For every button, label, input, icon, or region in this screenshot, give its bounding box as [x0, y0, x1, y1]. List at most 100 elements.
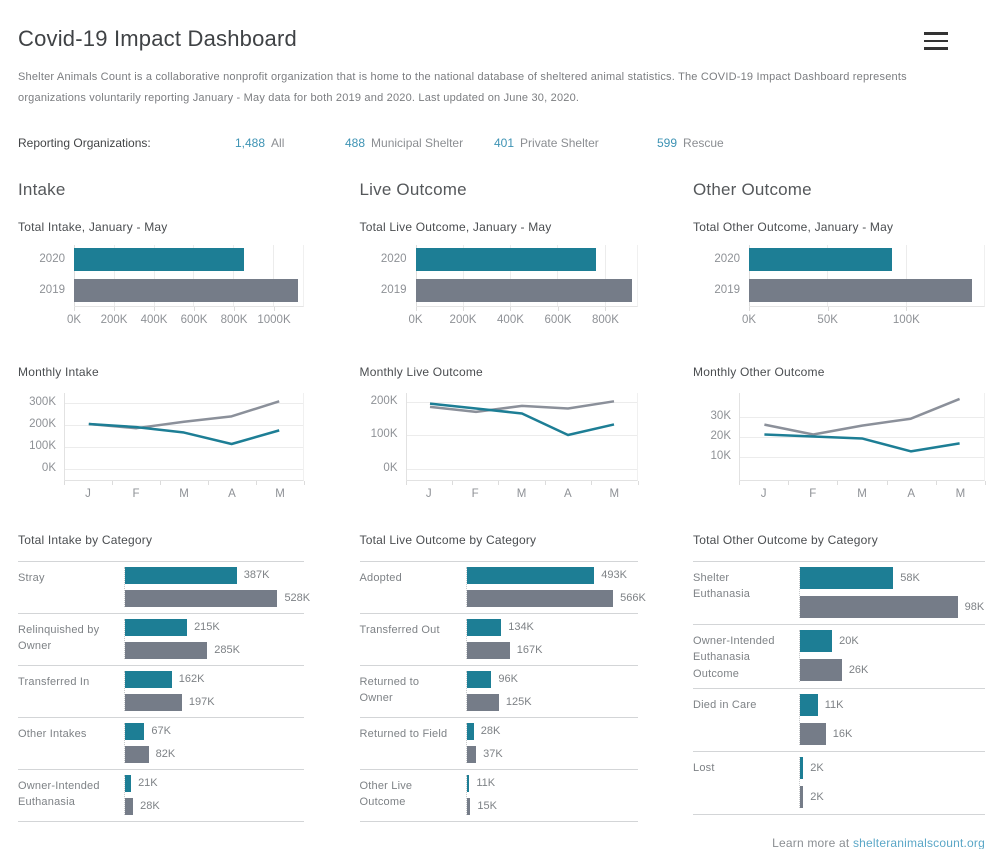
section-title: Intake — [18, 179, 66, 199]
bar-2020[interactable] — [415, 247, 597, 271]
reporting-stat-all[interactable]: 1,488 All — [235, 136, 345, 150]
line-2019[interactable] — [430, 401, 614, 412]
bar-2019[interactable] — [415, 278, 632, 302]
bar-value-label: 67K — [151, 725, 171, 738]
axis-tick — [194, 306, 195, 311]
axis-tick — [234, 306, 235, 311]
bar-2020[interactable] — [800, 629, 833, 652]
bar-2020[interactable] — [800, 757, 804, 780]
line-2020[interactable] — [430, 403, 614, 434]
axis-tick — [498, 480, 500, 485]
bar-line-2019: 98K — [800, 595, 985, 618]
bar-line-2019: 16K — [800, 723, 985, 746]
bar-2019[interactable] — [800, 595, 958, 618]
x-axis-label: 0K — [741, 313, 757, 326]
gridline — [65, 447, 303, 449]
bar-line-2019: 197K — [125, 693, 304, 711]
bar-2019[interactable] — [466, 745, 477, 763]
chart-title: Monthly Other Outcome — [693, 364, 825, 379]
line-2020[interactable] — [764, 434, 959, 451]
bar-line-2019: 2K — [800, 786, 985, 809]
bar-line-2019: 82K — [125, 745, 304, 763]
bar-2020[interactable] — [749, 247, 893, 271]
y-axis-label: 100K — [370, 428, 398, 441]
axis-tick — [160, 480, 161, 485]
bar-2020[interactable] — [125, 774, 132, 792]
bar-2019[interactable] — [125, 641, 208, 659]
chart-live-total: 2020 2019 0K 200K 400K 600K 800K — [360, 244, 638, 329]
bar-2020[interactable] — [125, 722, 145, 740]
y-axis-label: 2020 — [714, 253, 740, 266]
bar-2020[interactable] — [466, 670, 492, 688]
y-axis-label: 2019 — [380, 284, 407, 297]
category-label: Shelter Euthanasia — [693, 571, 751, 601]
x-axis-label: 400K — [140, 313, 168, 326]
reporting-stat-rescue[interactable]: 599 Rescue — [657, 136, 724, 150]
line-2020[interactable] — [89, 424, 279, 444]
line-plot-area: 0K 100K 200K 300K — [18, 392, 304, 481]
reporting-stat-private-shelter[interactable]: 401 Private Shelter — [494, 136, 657, 150]
bar-2019[interactable] — [466, 693, 499, 711]
gridline — [510, 244, 512, 306]
bar-2019[interactable] — [125, 797, 134, 815]
bar-2019[interactable] — [466, 641, 510, 659]
bar-2020[interactable] — [466, 618, 502, 636]
bar-2020[interactable] — [466, 722, 474, 740]
x-axis: 0K 200K 400K 600K 800K — [408, 306, 638, 329]
category-bars: 28K 37K — [465, 722, 638, 763]
bar-2019[interactable] — [800, 658, 842, 681]
category-row: Owner-Intended Euthanasia 21K 28K — [18, 768, 304, 821]
category-row: Other Intakes 67K 82K — [18, 716, 304, 769]
gridline — [406, 468, 637, 470]
bar-line-2020: 28K — [466, 722, 638, 740]
axis-tick — [112, 480, 113, 485]
category-row: Transferred In 162K 197K — [18, 664, 304, 717]
bar-2019[interactable] — [749, 278, 973, 302]
bar-2020[interactable] — [800, 566, 894, 589]
bar-line-2019: 26K — [800, 658, 985, 681]
footer: Learn more at shelteranimalscount.org — [18, 836, 985, 849]
y-axis: 10K 20K 30K — [693, 393, 739, 481]
stat-label: Private Shelter — [520, 135, 599, 150]
bar-2019[interactable] — [466, 589, 614, 607]
y-axis: 0K 100K 200K — [360, 393, 406, 481]
bar-plot: 2020 2019 — [18, 244, 304, 307]
bar-2020[interactable] — [125, 618, 188, 636]
footer-link[interactable]: shelteranimalscount.org — [852, 835, 985, 849]
category-row: Stray 387K 528K — [18, 560, 310, 613]
reporting-stat-municipal-shelter[interactable]: 488 Municipal Shelter — [345, 136, 494, 150]
bar-2020[interactable] — [466, 566, 595, 584]
bar-2019[interactable] — [125, 589, 278, 607]
bar-value-label: 11K — [824, 699, 844, 712]
bar-2020[interactable] — [74, 247, 245, 271]
line-2019[interactable] — [764, 399, 959, 435]
bar-value-label: 134K — [508, 621, 534, 634]
bar-2020[interactable] — [125, 566, 237, 584]
line-plot — [405, 392, 638, 481]
x-axis-label: M — [179, 487, 189, 500]
bar-value-label: 125K — [505, 696, 532, 709]
bar-2019[interactable] — [800, 786, 804, 809]
line-2019[interactable] — [89, 401, 279, 428]
reporting-organizations-bar: Reporting Organizations: 1,488 All 488 Muni… — [18, 134, 985, 152]
hamburger-menu-icon[interactable] — [924, 32, 948, 50]
bar-line-2020: 20K — [800, 629, 985, 652]
category-row: Returned to Field 28K 37K — [359, 716, 638, 769]
bar-2020[interactable] — [466, 774, 470, 792]
bar-2019[interactable] — [125, 693, 182, 711]
bar-2020[interactable] — [125, 670, 172, 688]
bar-value-label: 493K — [601, 569, 627, 582]
bar-value-label: 28K — [480, 725, 501, 738]
y-axis-label: 2019 — [39, 284, 65, 297]
bar-2019[interactable] — [74, 278, 298, 302]
gridlines — [74, 244, 304, 307]
bar-2020[interactable] — [800, 694, 818, 717]
axis-tick — [544, 480, 546, 485]
bar-2019[interactable] — [125, 745, 149, 763]
bar-2019[interactable] — [800, 723, 826, 746]
bar-2019[interactable] — [466, 797, 471, 815]
category-label: Owner-Intended Euthanasia Outcome — [693, 634, 775, 680]
bar-track — [749, 247, 985, 271]
gridline — [153, 244, 155, 306]
